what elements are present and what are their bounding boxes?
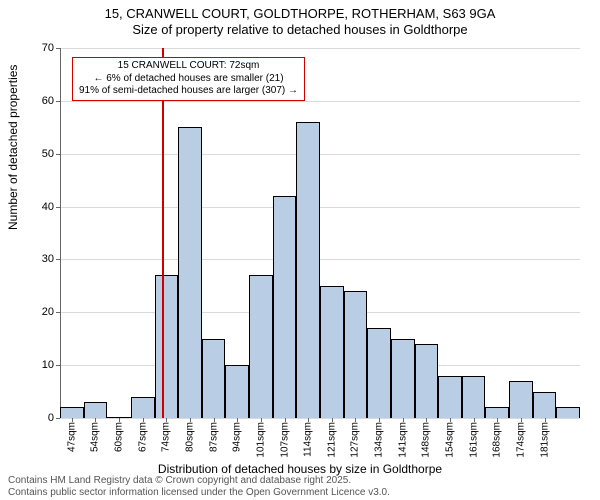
histogram-bar <box>438 376 462 418</box>
grid-line <box>60 101 580 102</box>
callout-line-3: 91% of semi-detached houses are larger (… <box>79 85 298 98</box>
y-tick-label: 70 <box>42 42 54 54</box>
x-tick-label: 54sqm <box>90 422 101 452</box>
y-tick-mark <box>56 101 60 102</box>
y-tick-mark <box>56 207 60 208</box>
x-tick-label: 168sqm <box>492 422 503 458</box>
y-tick-mark <box>56 259 60 260</box>
histogram-bar <box>391 339 415 418</box>
x-tick-label: 74sqm <box>161 422 172 452</box>
x-tick-label: 114sqm <box>303 422 314 457</box>
histogram-bar <box>533 392 557 418</box>
histogram-bar <box>344 291 368 418</box>
x-tick-label: 101sqm <box>255 422 266 458</box>
title-line-2: Size of property relative to detached ho… <box>0 22 600 38</box>
histogram-bar <box>367 328 391 418</box>
x-tick-label: 141sqm <box>397 422 408 458</box>
x-tick-label: 174sqm <box>515 422 526 458</box>
y-tick-mark <box>56 312 60 313</box>
histogram-bar <box>178 127 202 418</box>
callout-line-2: ← 6% of detached houses are smaller (21) <box>79 73 298 86</box>
y-tick-mark <box>56 48 60 49</box>
histogram-bar <box>556 407 580 418</box>
chart-container: 15, CRANWELL COURT, GOLDTHORPE, ROTHERHA… <box>0 0 600 500</box>
y-tick-mark <box>56 418 60 419</box>
footer-line-1: Contains HM Land Registry data © Crown c… <box>8 475 390 487</box>
histogram-bar <box>485 407 509 418</box>
x-tick-label: 80sqm <box>185 422 196 452</box>
x-tick-label: 67sqm <box>137 422 148 452</box>
x-tick-label: 47sqm <box>66 422 77 452</box>
x-tick-label: 134sqm <box>374 422 385 458</box>
y-axis-label: Number of detached properties <box>6 65 20 230</box>
y-tick-mark <box>56 154 60 155</box>
x-tick-label: 148sqm <box>421 422 432 458</box>
grid-line <box>60 418 580 419</box>
plot-area: 01020304050607047sqm54sqm60sqm67sqm74sqm… <box>60 48 580 418</box>
footer-line-2: Contains public sector information licen… <box>8 487 390 499</box>
y-tick-mark <box>56 365 60 366</box>
y-axis-line <box>60 48 61 418</box>
x-tick-label: 107sqm <box>279 422 290 458</box>
x-tick-label: 181sqm <box>539 422 550 458</box>
x-tick-label: 87sqm <box>208 422 219 452</box>
histogram-bar <box>249 275 273 418</box>
footer-attribution: Contains HM Land Registry data © Crown c… <box>8 475 390 498</box>
histogram-bar <box>273 196 297 418</box>
histogram-bar <box>296 122 320 418</box>
callout-box: 15 CRANWELL COURT: 72sqm ← 6% of detache… <box>72 57 305 101</box>
histogram-bar <box>320 286 344 418</box>
grid-line <box>60 207 580 208</box>
x-tick-label: 121sqm <box>326 422 337 458</box>
histogram-bar <box>415 344 439 418</box>
y-tick-label: 0 <box>48 412 54 424</box>
grid-line <box>60 154 580 155</box>
histogram-bar <box>131 397 155 418</box>
y-tick-label: 10 <box>42 359 54 371</box>
y-tick-label: 20 <box>42 306 54 318</box>
histogram-bar <box>509 381 533 418</box>
x-tick-label: 60sqm <box>114 422 125 452</box>
y-tick-label: 60 <box>42 95 54 107</box>
x-tick-label: 94sqm <box>232 422 243 452</box>
x-tick-label: 161sqm <box>468 422 479 458</box>
x-tick-label: 154sqm <box>445 422 456 458</box>
x-axis-label: Distribution of detached houses by size … <box>0 462 600 476</box>
histogram-bar <box>225 365 249 418</box>
callout-line-1: 15 CRANWELL COURT: 72sqm <box>79 60 298 73</box>
title-block: 15, CRANWELL COURT, GOLDTHORPE, ROTHERHA… <box>0 0 600 39</box>
y-tick-label: 50 <box>42 148 54 160</box>
histogram-bar <box>60 407 84 418</box>
y-tick-label: 40 <box>42 201 54 213</box>
x-tick-label: 127sqm <box>350 422 361 458</box>
y-tick-label: 30 <box>42 253 54 265</box>
title-line-1: 15, CRANWELL COURT, GOLDTHORPE, ROTHERHA… <box>0 6 600 22</box>
histogram-bar <box>84 402 108 418</box>
histogram-bar <box>202 339 226 418</box>
histogram-bar <box>155 275 179 418</box>
marker-line <box>162 48 164 418</box>
grid-line <box>60 48 580 49</box>
grid-line <box>60 259 580 260</box>
histogram-bar <box>462 376 486 418</box>
